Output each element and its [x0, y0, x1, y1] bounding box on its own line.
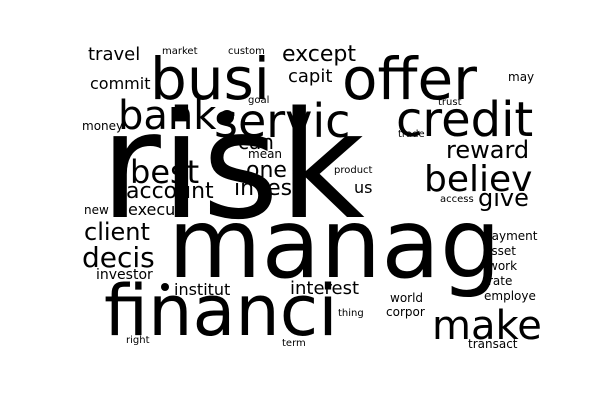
- word-can: can: [238, 130, 274, 154]
- word-goal: goal: [248, 95, 270, 106]
- word-term: term: [282, 338, 306, 349]
- word-make: make: [432, 303, 542, 349]
- word-commit: commit: [90, 74, 151, 93]
- word-one: one: [246, 158, 287, 183]
- word-financi: financi: [104, 270, 338, 352]
- word-credit: credit: [396, 92, 534, 148]
- word-best: best: [130, 153, 200, 191]
- word-work: work: [488, 259, 518, 273]
- word-payment: payment: [484, 229, 538, 243]
- word-access: access: [440, 194, 474, 205]
- word-employe: employe: [484, 289, 536, 303]
- word-institut: institut: [174, 280, 231, 299]
- word-market: market: [162, 46, 198, 57]
- word-transact: transact: [468, 337, 518, 351]
- word-bank: bank: [118, 93, 217, 139]
- word-rate: rate: [488, 274, 513, 288]
- word-mean: mean: [248, 147, 283, 161]
- word-offer: offer: [342, 45, 477, 113]
- word-account: account: [126, 179, 214, 204]
- word-world: world: [390, 291, 424, 305]
- word-product: product: [334, 165, 373, 176]
- word-interest: interest: [290, 278, 360, 299]
- word-new: new: [84, 203, 109, 217]
- word-travel: travel: [88, 44, 141, 65]
- word-trade: trade: [398, 129, 425, 140]
- word-investor: investor: [96, 267, 153, 283]
- word-right: right: [126, 335, 150, 346]
- word-custom: custom: [228, 46, 265, 57]
- word-asset: asset: [484, 244, 516, 258]
- word-thing: thing: [338, 308, 364, 319]
- word-decis: decis: [82, 241, 155, 274]
- word-may: may: [508, 70, 535, 84]
- word-invest: invest: [234, 176, 301, 201]
- word-give: give: [478, 184, 529, 212]
- word-capit: capit: [288, 66, 333, 87]
- word-us: us: [354, 178, 373, 197]
- bullet-dot-small: [161, 283, 169, 291]
- word-client: client: [84, 218, 150, 246]
- word-manag: manag: [168, 188, 501, 300]
- bullet-dot: [220, 110, 234, 124]
- word-reward: reward: [446, 136, 530, 164]
- word-corpor: corpor: [386, 305, 425, 319]
- word-execut: execut: [128, 200, 182, 219]
- word-trust: trust: [438, 97, 462, 108]
- word-believ: believ: [424, 159, 533, 200]
- word-servic: servic: [214, 94, 351, 148]
- word-except: except: [282, 42, 357, 67]
- word-money: money: [82, 119, 124, 133]
- word-busi: busi: [150, 45, 270, 113]
